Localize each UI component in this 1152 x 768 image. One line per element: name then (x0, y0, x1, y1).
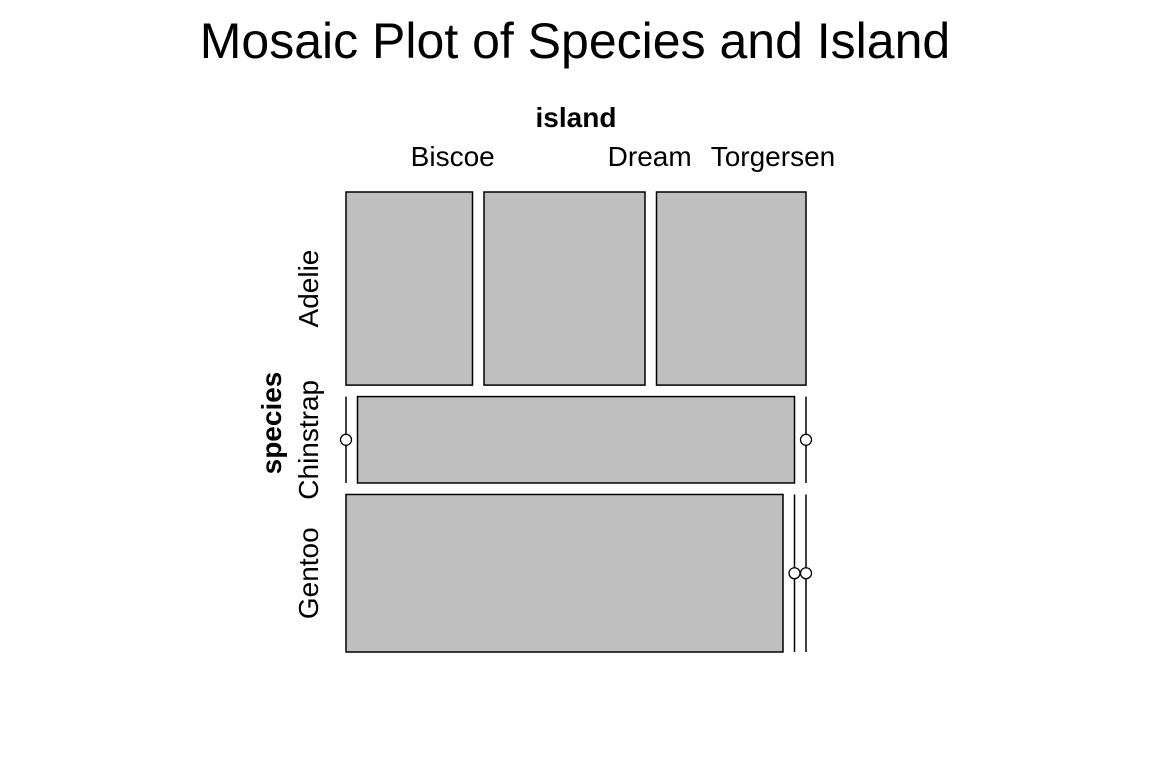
tile-adelie-biscoe (345, 191, 474, 386)
column-label-dream: Dream (608, 141, 692, 172)
tile-chinstrap-torgersen-empty (799, 396, 813, 483)
tile-gentoo-torgersen-empty (799, 494, 813, 652)
tile-adelie-torgersen (655, 191, 807, 386)
row-label-adelie: Adelie (293, 250, 324, 328)
column-label-biscoe: Biscoe (411, 141, 495, 172)
row-level-labels: Adelie Chinstrap Gentoo (293, 250, 324, 620)
chart-title: Mosaic Plot of Species and Island (200, 13, 950, 69)
mosaic-tiles (339, 191, 813, 653)
tile-gentoo-dream-empty (788, 494, 801, 652)
column-level-labels: Biscoe Dream Torgersen (411, 141, 836, 172)
tile-chinstrap-biscoe-empty (339, 396, 353, 483)
column-variable-label: island (536, 102, 617, 133)
tile-chinstrap-dream (356, 395, 796, 484)
row-label-gentoo: Gentoo (293, 527, 324, 619)
row-variable-label: species (256, 372, 287, 475)
row-label-chinstrap: Chinstrap (293, 380, 324, 500)
column-label-torgersen: Torgersen (711, 141, 836, 172)
tile-gentoo-biscoe (345, 493, 784, 653)
tile-adelie-dream (483, 191, 646, 386)
